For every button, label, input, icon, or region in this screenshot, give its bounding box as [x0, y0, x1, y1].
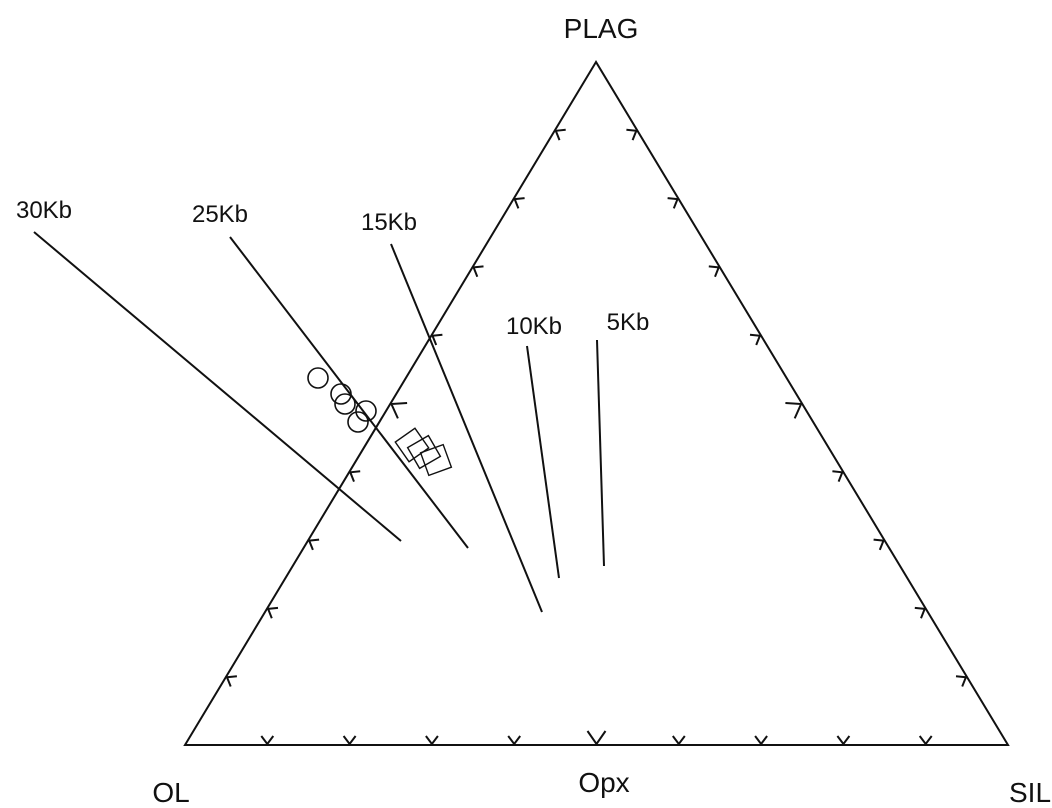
tick-mark-bottom-edge	[342, 735, 357, 746]
tick-mark-right-edge	[749, 333, 762, 346]
tick-mark-left-edge	[513, 197, 525, 209]
isobar-label-5kb: 5Kb	[607, 309, 650, 336]
tick-mark-left-edge	[554, 128, 566, 141]
tick-mark-right-edge	[873, 538, 885, 551]
square-symbol	[394, 427, 430, 463]
tick-mark-right-edge	[667, 197, 679, 209]
circle-symbol	[347, 411, 369, 433]
tick-mark-right-edge	[955, 675, 968, 687]
tick-mark-left-edge	[472, 265, 484, 278]
edge-label-opx: Opx	[578, 767, 629, 798]
tick-marks	[225, 128, 968, 746]
tick-mark-right-edge	[914, 606, 927, 619]
isobar-line-5kb	[596, 339, 605, 567]
tick-mark-bottom-edge	[507, 735, 521, 746]
isobar-line-30kb	[33, 231, 402, 542]
isobar-line-25kb	[229, 236, 469, 549]
isobar-label-25kb: 25Kb	[192, 201, 248, 228]
vertex-label-plag: PLAG	[564, 13, 639, 44]
tick-mark-bottom-edge	[586, 730, 607, 746]
tick-mark-right-edge	[785, 402, 803, 419]
tick-mark-bottom-edge	[918, 735, 933, 746]
isobar-label-15kb: 15Kb	[361, 209, 417, 236]
triangle-frame	[183, 60, 1010, 746]
isobar-label-30kb: 30Kb	[16, 197, 72, 224]
tick-mark-right-edge	[832, 470, 844, 482]
tick-mark-left-edge	[307, 538, 320, 551]
square-symbols	[394, 427, 453, 477]
isobar-label-10kb: 10Kb	[506, 313, 562, 340]
isobar-line-15kb	[390, 243, 543, 613]
circle-symbol	[330, 383, 352, 405]
circle-symbol	[355, 400, 377, 422]
tick-mark-bottom-edge	[836, 735, 851, 746]
vertex-label-ol: OL	[152, 777, 189, 808]
isobar-line-10kb	[526, 345, 560, 579]
tick-mark-left-edge	[389, 402, 408, 419]
tick-mark-right-edge	[708, 265, 721, 278]
square-symbol	[406, 434, 442, 470]
tick-mark-left-edge	[348, 470, 361, 482]
circle-symbols	[307, 367, 377, 433]
circle-symbol	[307, 367, 329, 389]
tick-mark-bottom-edge	[425, 735, 439, 746]
tick-mark-left-edge	[266, 606, 279, 619]
square-symbol	[419, 443, 453, 477]
tick-mark-left-edge	[225, 675, 238, 687]
tick-mark-right-edge	[626, 128, 638, 141]
tick-mark-left-edge	[431, 333, 443, 346]
vertex-label-sil: SIL	[1009, 777, 1051, 808]
tick-mark-bottom-edge	[260, 735, 275, 746]
circle-symbol	[334, 393, 356, 415]
tick-mark-bottom-edge	[672, 735, 686, 746]
tick-mark-bottom-edge	[754, 735, 768, 746]
